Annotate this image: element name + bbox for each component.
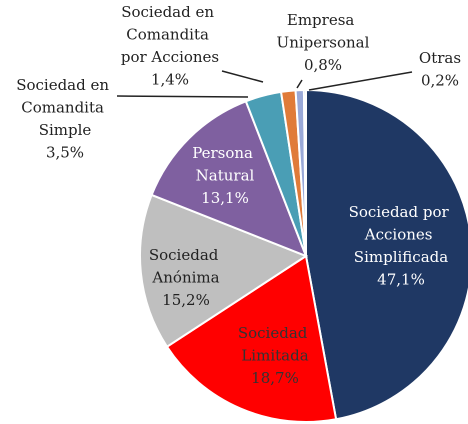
value-label: 47,1%	[377, 271, 425, 289]
pie-slice	[302, 88, 307, 257]
label-line: Sociedad por	[349, 203, 454, 221]
label-line: Natural	[196, 167, 255, 185]
label-line: por Acciones	[121, 48, 219, 66]
label-line: Persona	[192, 144, 258, 162]
slice-label: Sociedad Anónima	[149, 246, 223, 287]
value-label: 18,7%	[251, 369, 299, 387]
slice-label: Sociedad Limitada	[238, 324, 312, 365]
value-label: 15,2%	[162, 291, 210, 309]
pie-slice	[150, 99, 308, 258]
label-line: Sociedad	[238, 324, 312, 342]
label-line: Simple	[39, 121, 92, 139]
pie-slice	[305, 88, 468, 421]
pie-slice	[165, 254, 338, 423]
value-label: 1,4%	[151, 71, 189, 89]
value-label: 0,2%	[421, 72, 459, 90]
value-label: 3,5%	[46, 144, 84, 162]
pie-slice	[139, 193, 309, 349]
label-line: Comandita	[21, 99, 108, 117]
leader-line	[296, 79, 303, 89]
slice-label: Sociedad en Comandita por Acciones	[121, 3, 219, 66]
slice-label: Sociedad en Comandita Simple	[16, 76, 114, 139]
leader-line	[221, 70, 264, 83]
label-line: Sociedad en	[121, 3, 219, 21]
label-line: Anónima	[151, 269, 219, 287]
value-label: 0,8%	[304, 56, 342, 74]
label-line: Comandita	[126, 26, 213, 44]
slice-label: Sociedad por Acciones Simplificada	[349, 203, 454, 266]
label-line: Unipersonal	[277, 34, 370, 52]
label-line: Empresa	[287, 11, 359, 29]
label-line: Sociedad	[149, 246, 223, 264]
leader-line	[308, 71, 413, 91]
label-line: Simplificada	[354, 248, 448, 266]
label-line: Limitada	[241, 347, 308, 365]
label-line: Acciones	[364, 226, 437, 244]
label-line: Sociedad en	[16, 76, 114, 94]
slice-label: Otras	[419, 49, 461, 67]
leader-line	[116, 95, 249, 98]
value-label: 13,1%	[201, 189, 249, 207]
slice-label: Persona Natural	[192, 144, 258, 185]
slice-label: Empresa Unipersonal	[277, 11, 370, 52]
label-line: Otras	[419, 49, 461, 67]
